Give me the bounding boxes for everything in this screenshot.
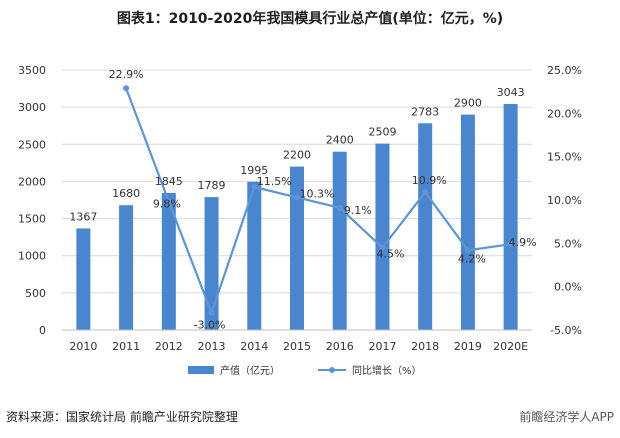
bar: [332, 151, 347, 330]
growth-value-label: 4.2%: [458, 252, 486, 265]
growth-value-label: 4.5%: [376, 248, 404, 261]
growth-value-label: 9.8%: [153, 198, 181, 211]
bar: [290, 166, 304, 330]
bar-value-label: 1367: [69, 210, 97, 223]
y-right-tick-label: 20.0%: [547, 107, 582, 120]
source-note: 资料来源：国家统计局 前瞻产业研究院整理: [6, 410, 238, 424]
y-right-tick-label: 25.0%: [547, 64, 582, 77]
x-tick-label: 2013: [198, 340, 226, 353]
growth-point: [379, 244, 386, 251]
bar-value-label: 1680: [112, 187, 140, 200]
growth-value-label: 9.1%: [344, 204, 372, 217]
x-tick-label: 2019: [454, 340, 482, 353]
legend-line-marker: [329, 367, 335, 373]
x-tick-label: 2012: [155, 340, 183, 353]
bar: [418, 123, 433, 331]
y-right-tick-label: 15.0%: [547, 151, 582, 164]
y-left-tick-label: 0: [39, 324, 46, 337]
bar-layer: [76, 103, 518, 331]
bar-value-label: 2400: [326, 134, 354, 147]
y-right-tick-label: 5.0%: [554, 237, 582, 250]
watermark-text: 前瞻经济学人APP: [519, 410, 614, 424]
bar-value-label: 3043: [497, 86, 525, 99]
y-left-tick-label: 3000: [18, 101, 46, 114]
growth-value-label: 11.5%: [257, 175, 292, 188]
bar: [161, 192, 176, 330]
bar: [247, 181, 262, 330]
legend-bar-swatch: [188, 366, 214, 374]
x-tick-label: 2015: [283, 340, 311, 353]
x-tick-label: 2017: [368, 340, 396, 353]
growth-value-label: -3.0%: [194, 319, 226, 332]
growth-point: [294, 194, 300, 201]
legend: 产值（亿元） 同比增长（%）: [188, 364, 422, 377]
bar: [119, 205, 134, 330]
y-left-tick-label: 3500: [18, 64, 46, 77]
x-tick-label: 2018: [411, 340, 439, 353]
y-left-tick-label: 2500: [18, 138, 46, 151]
legend-bar-label: 产值（亿元）: [220, 364, 280, 377]
growth-point: [165, 198, 172, 205]
growth-point: [123, 85, 130, 92]
chart-title: 图表1：2010-2020年我国模具行业总产值(单位：亿元，%): [116, 11, 504, 27]
growth-point: [507, 241, 514, 248]
bar-value-label: 2509: [368, 126, 396, 139]
bar: [76, 228, 91, 330]
growth-point: [208, 309, 215, 316]
x-tick-label: 2010: [69, 340, 97, 353]
y-right-tick-label: -5.0%: [550, 324, 582, 337]
legend-line-label: 同比增长（%）: [352, 364, 422, 377]
x-tick-label: 2011: [112, 340, 140, 353]
growth-point: [251, 184, 258, 190]
bar: [204, 197, 219, 330]
bar: [503, 103, 518, 330]
x-tick-label: 2014: [240, 340, 268, 353]
bar-value-label: 1789: [198, 179, 226, 192]
y-left-tick-label: 1500: [18, 213, 46, 226]
growth-point: [422, 189, 429, 196]
axis-layer: 0 500 1000 1500 2000 2500 3000 3500 -5.0% 0.0% 5.0…: [18, 64, 582, 353]
growth-value-label: 4.9%: [509, 236, 537, 249]
bar-value-label: 2900: [454, 97, 482, 110]
bar-value-label: 2200: [283, 149, 311, 162]
y-left-tick-label: 2000: [18, 175, 46, 188]
bar-value-label: 1995: [240, 164, 268, 177]
y-left-tick-label: 1000: [18, 250, 46, 263]
y-right-tick-label: 0.0%: [554, 281, 582, 294]
growth-point: [464, 247, 471, 254]
x-tick-label: 2020E: [493, 340, 528, 353]
bar: [375, 143, 390, 330]
bar-value-label: 2783: [411, 105, 439, 118]
x-tick-label: 2016: [326, 340, 354, 353]
y-right-tick-label: 10.0%: [547, 194, 582, 207]
growth-value-label: 10.9%: [412, 174, 447, 187]
growth-point: [336, 204, 343, 211]
growth-value-label: 22.9%: [109, 68, 144, 81]
y-left-tick-label: 500: [25, 287, 46, 300]
bar-value-label: 1845: [155, 175, 183, 188]
bar: [460, 114, 475, 330]
growth-line: [125, 87, 511, 316]
growth-value-label: 10.3%: [300, 187, 335, 200]
label-layer: 1367 1680 1845 1789 1995 2200 2400 2509 2783 2900…: [69, 68, 536, 331]
line-layer: [123, 85, 514, 316]
